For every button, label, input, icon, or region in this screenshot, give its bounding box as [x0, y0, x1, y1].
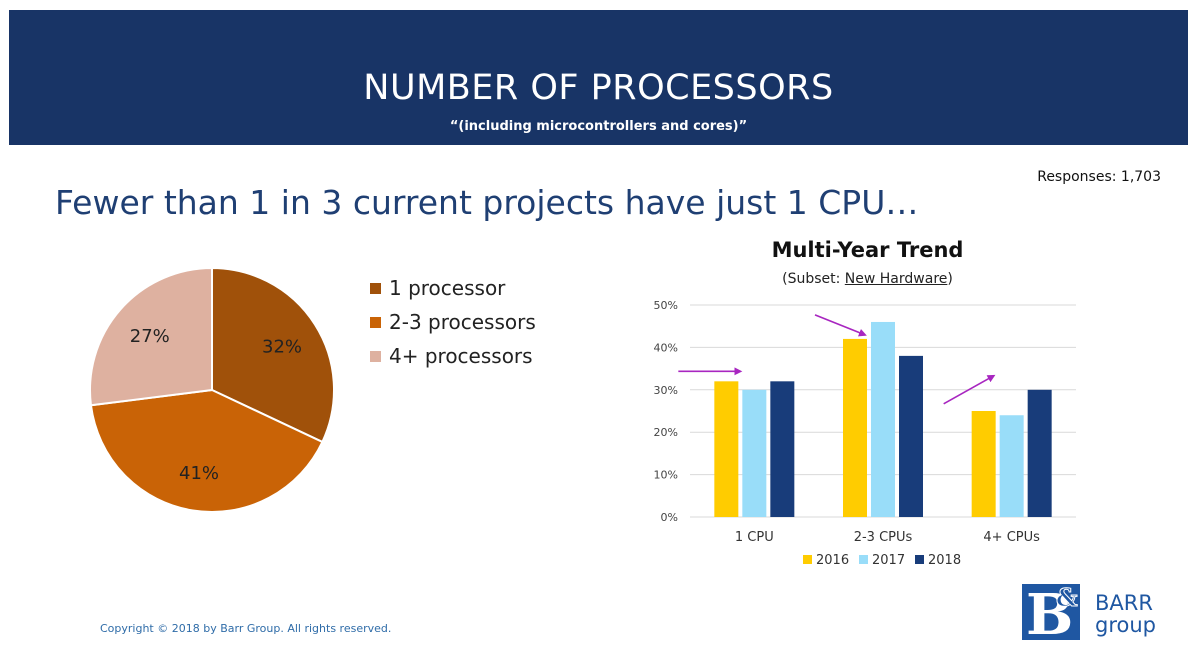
legend-swatch-2018 — [915, 555, 924, 564]
subtitle-suffix: ) — [947, 271, 953, 287]
svg-text:&: & — [1056, 583, 1078, 612]
logo-wordmark: BARR group — [1095, 592, 1156, 636]
legend-item-1-processor: 1 processor — [370, 271, 536, 305]
responses-count: Responses: 1,703 — [1037, 169, 1161, 185]
legend-label: 4+ processors — [389, 344, 533, 368]
legend-swatch — [370, 282, 381, 294]
legend-swatch — [370, 350, 381, 362]
headline: Fewer than 1 in 3 current projects have … — [55, 183, 919, 222]
legend-label-2018: 2018 — [928, 553, 961, 568]
legend-label-2017: 2017 — [872, 553, 905, 568]
pie-data-label: 41% — [179, 463, 219, 484]
bar-4-cpus-2016 — [971, 411, 996, 517]
legend-item-2-3-processors: 2-3 processors — [370, 305, 536, 339]
bar-2-3-cpus-2017 — [871, 321, 895, 517]
subtitle-prefix: (Subset: — [782, 271, 845, 287]
y-tick-label: 0% — [661, 511, 678, 524]
bar-chart-subtitle: (Subset: New Hardware) — [690, 271, 1045, 287]
legend-swatch-2017 — [859, 555, 868, 564]
legend-swatch-2016 — [803, 555, 812, 564]
pie-legend: 1 processor 2-3 processors 4+ processors — [370, 271, 536, 373]
pie-data-label: 32% — [262, 337, 302, 358]
y-tick-label: 20% — [654, 426, 678, 439]
trend-arrow — [943, 374, 996, 405]
pie-data-label: 27% — [130, 326, 170, 347]
legend-label-2016: 2016 — [816, 553, 849, 568]
bar-1-cpu-2016 — [714, 381, 739, 517]
y-tick-label: 40% — [654, 341, 678, 354]
page-subtitle: “(including microcontrollers and cores)” — [449, 119, 748, 134]
y-tick-label: 30% — [654, 384, 678, 397]
bar-4-cpus-2018 — [1027, 389, 1052, 517]
bar-chart-title: Multi-Year Trend — [771, 238, 964, 262]
title-banner: NUMBER OF PROCESSORS “(including microco… — [9, 10, 1188, 145]
bar-2-3-cpus-2016 — [843, 338, 867, 517]
barr-group-logo: B & — [1022, 582, 1080, 642]
bar-1-cpu-2017 — [742, 389, 767, 517]
bar-4-cpus-2017 — [999, 415, 1024, 517]
logo-word-group: group — [1095, 613, 1156, 637]
subtitle-link: New Hardware — [844, 271, 948, 287]
x-tick-label: 2-3 CPUs — [854, 530, 913, 545]
y-tick-label: 50% — [654, 299, 678, 312]
copyright-footer: Copyright © 2018 by Barr Group. All righ… — [100, 622, 392, 635]
legend-item-4-plus-processors: 4+ processors — [370, 339, 536, 373]
page-title: NUMBER OF PROCESSORS — [363, 68, 834, 108]
svg-text:B: B — [1026, 582, 1073, 642]
trend-arrow — [814, 314, 867, 337]
pie-chart: 32% 41% 27% — [89, 266, 335, 513]
logo-word-barr: BARR — [1095, 591, 1153, 615]
legend-label: 1 processor — [389, 276, 506, 300]
pie-slice-4-processors — [89, 266, 213, 407]
x-tick-label: 1 CPU — [735, 530, 774, 545]
bar-1-cpu-2018 — [770, 381, 795, 517]
bar-chart: 0% 10% 20% 30% 40% 50% 1 CPU 2-3 CPUs 4+ CPUs 20… — [654, 299, 1076, 568]
x-tick-label: 4+ CPUs — [983, 530, 1040, 545]
bar-2-3-cpus-2018 — [899, 355, 923, 517]
legend-swatch — [370, 316, 381, 328]
pie-slice-2-3-processors — [89, 388, 324, 513]
pie-slice-1-processor — [211, 266, 335, 444]
legend-label: 2-3 processors — [389, 310, 536, 334]
y-tick-label: 10% — [654, 469, 678, 482]
